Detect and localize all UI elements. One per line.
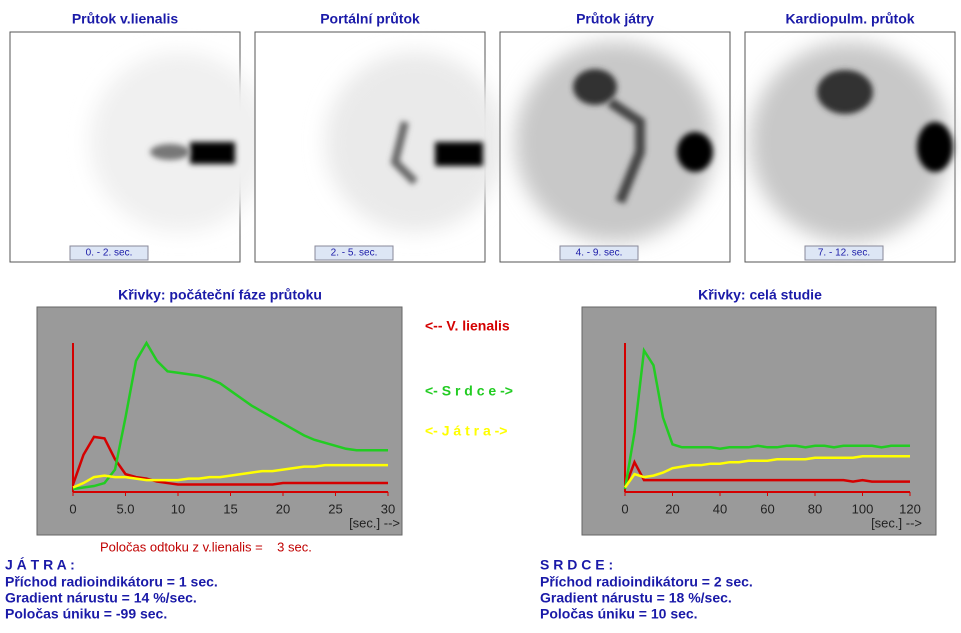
x-tick-label: 15 xyxy=(223,501,237,516)
time-box xyxy=(804,245,884,261)
stats-line: Poločas úniku = -99 sec. xyxy=(5,606,167,622)
stats-line: Gradient nárustu = 14 %/sec. xyxy=(5,590,197,606)
curve xyxy=(623,459,910,488)
x-tick-label: 40 xyxy=(713,501,727,516)
stats-line: Poločas úniku = 10 sec. xyxy=(540,606,698,622)
x-tick-label: 25 xyxy=(328,501,342,516)
curve xyxy=(72,340,388,491)
scans xyxy=(9,31,956,263)
x-axis-label: [sec.] --> xyxy=(871,515,922,530)
legend-label: <- J á t r a -> xyxy=(425,423,507,439)
panel-title: Průtok v.lienalis xyxy=(72,11,179,27)
x-tick-label: 100 xyxy=(852,501,874,516)
chart-frame xyxy=(581,306,937,536)
panel-title: Kardiopulm. průtok xyxy=(785,11,914,27)
curve xyxy=(623,346,910,490)
legend-label: <- S r d c e -> xyxy=(425,383,513,399)
stats-heading: J Á T R A : xyxy=(5,557,75,573)
stats-line: Příchod radioindikátoru = 1 sec. xyxy=(5,574,218,590)
scan-image xyxy=(9,31,270,263)
x-tick-label: 0 xyxy=(621,501,628,516)
stats-heading: S R D C E : xyxy=(540,557,613,573)
x-tick-label: 20 xyxy=(665,501,679,516)
scan-image xyxy=(499,31,731,263)
x-tick-label: 30 xyxy=(381,501,395,516)
x-tick-label: 80 xyxy=(808,501,822,516)
scan-image xyxy=(254,31,505,263)
legend-label: <-- V. lienalis xyxy=(425,318,510,334)
time-box xyxy=(69,245,149,261)
x-tick-label: 10 xyxy=(171,501,185,516)
curve xyxy=(71,435,388,486)
time-label: 0. - 2. sec. xyxy=(86,248,133,259)
panel-title: Portální průtok xyxy=(320,11,420,27)
stats-line: Příchod radioindikátoru = 2 sec. xyxy=(540,574,753,590)
time-label: 2. - 5. sec. xyxy=(331,248,378,259)
chart-frame xyxy=(36,306,403,536)
x-axis-label: [sec.] --> xyxy=(349,515,400,530)
x-tick-label: 0 xyxy=(69,501,76,516)
stats-line: Gradient nárustu = 18 %/sec. xyxy=(540,590,732,606)
panel-title: Průtok játry xyxy=(576,11,654,27)
time-box xyxy=(314,245,394,261)
time-label: 4. - 9. sec. xyxy=(576,248,623,259)
time-box xyxy=(559,245,639,261)
x-tick-label: 5.0 xyxy=(116,501,134,516)
chart-title: Křivky: celá studie xyxy=(698,287,822,303)
scan-image xyxy=(744,31,956,263)
note: Poločas odtoku z v.lienalis = 3 sec. xyxy=(100,539,312,554)
curve xyxy=(623,454,910,489)
curve xyxy=(72,463,388,489)
time-label: 7. - 12. sec. xyxy=(818,248,870,259)
x-tick-label: 60 xyxy=(760,501,774,516)
x-tick-label: 120 xyxy=(899,501,921,516)
chart-title: Křivky: počáteční fáze průtoku xyxy=(118,287,322,303)
x-tick-label: 20 xyxy=(276,501,290,516)
